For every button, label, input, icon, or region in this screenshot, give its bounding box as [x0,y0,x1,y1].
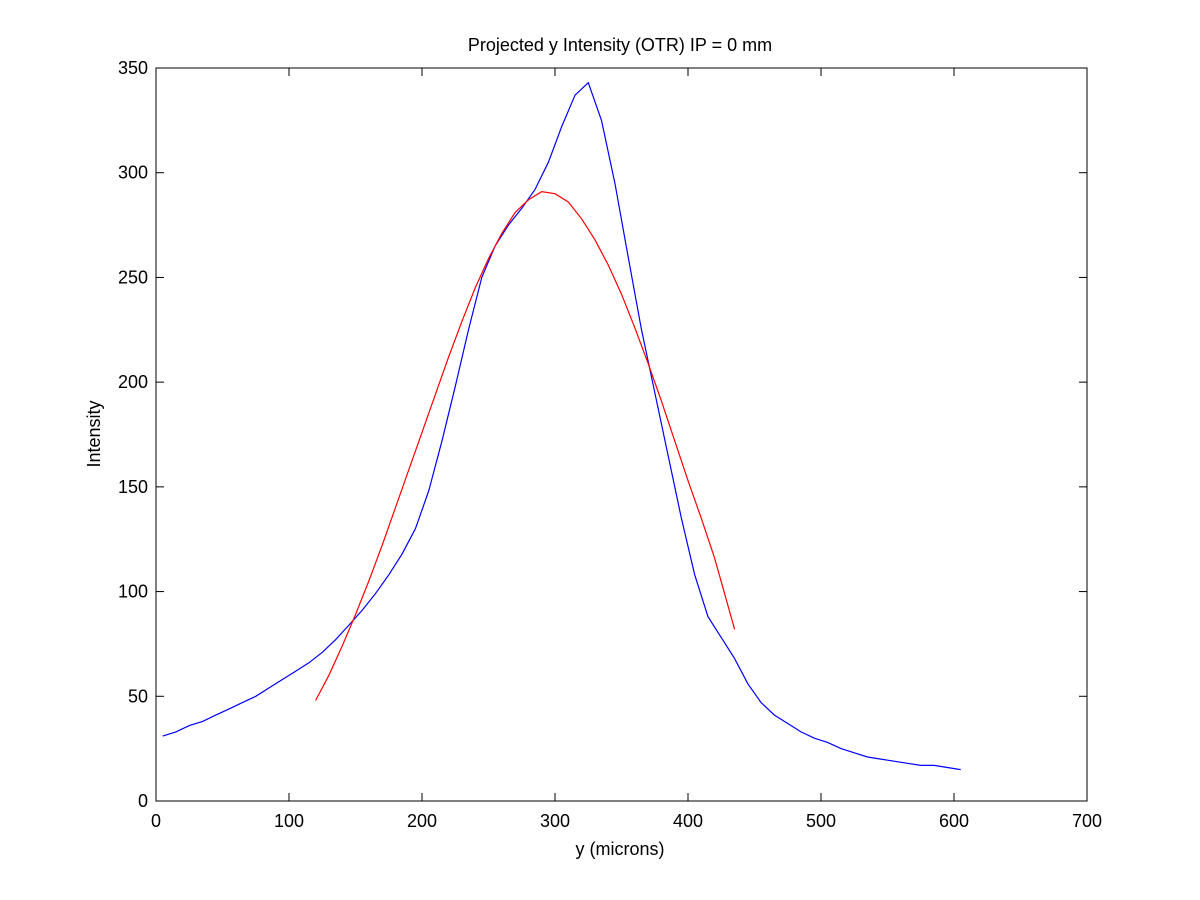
x-tick-label-2: 200 [407,811,437,831]
plot-area: 0 100 200 300 400 500 600 700 0 50 100 150 200 250 300… [118,58,1102,831]
y-tick-label-0: 0 [138,791,148,811]
series-line-0 [162,81,961,771]
x-tick-label-4: 400 [673,811,703,831]
y-tick-label-1: 50 [128,686,148,706]
y-tick-label-5: 250 [118,267,148,287]
x-tick-label-5: 500 [806,811,836,831]
y-tick-label-2: 100 [118,582,148,602]
y-tick-label-6: 300 [118,163,148,183]
x-tick-label-0: 0 [151,811,161,831]
chart-title: Projected y Intensity (OTR) IP = 0 mm [468,35,772,55]
plot-frame [155,67,1088,802]
x-tick-label-6: 600 [939,811,969,831]
x-tick-label-1: 100 [274,811,304,831]
x-tick-label-3: 300 [540,811,570,831]
x-tick-label-7: 700 [1072,811,1102,831]
series-line-1 [315,190,736,701]
y-tick-label-4: 200 [118,372,148,392]
y-tick-label-3: 150 [118,477,148,497]
y-axis-label: Intensity [84,400,104,467]
x-axis-label: y (microns) [576,839,665,859]
y-tick-label-7: 350 [118,58,148,78]
